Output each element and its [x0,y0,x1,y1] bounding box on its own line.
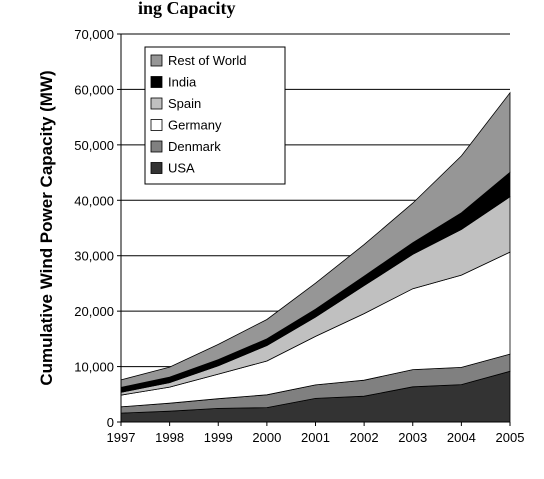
legend-label-usa: USA [168,161,195,176]
legend-swatch-spain [150,97,163,110]
area-rest-of-world [120,91,511,388]
legend-label-india: India [168,75,197,90]
y-tick-label-1: 10,000 [74,360,114,375]
legend-box [144,46,286,185]
legend-swatch-rest-of-world [150,54,163,67]
legend-swatch-germany [150,119,163,131]
y-tick-label-7: 70,000 [74,27,114,42]
x-tick-label-1999: 1999 [204,430,233,445]
x-tick-label-1998: 1998 [155,430,184,445]
x-tick-label-2003: 2003 [398,430,427,445]
y-tick-label-0: 0 [107,415,114,430]
x-tick-label-2002: 2002 [350,430,379,445]
x-tick-label-2005: 2005 [496,430,525,445]
x-tick-label-1997: 1997 [107,430,136,445]
legend-label-rest-of-world: Rest of World [168,53,247,68]
legend-swatch-denmark [150,140,163,153]
x-tick-label-2001: 2001 [301,430,330,445]
y-tick-label-4: 40,000 [74,193,114,208]
legend-label-denmark: Denmark [168,139,221,154]
legend-label-spain: Spain [168,96,201,111]
x-tick-label-2004: 2004 [447,430,476,445]
x-tick-label-2000: 2000 [252,430,281,445]
y-tick-label-6: 60,000 [74,82,114,97]
legend-label-germany: Germany [168,118,222,133]
legend-swatch-usa [150,162,163,174]
y-tick-label-3: 30,000 [74,249,114,264]
legend-swatch-india [150,76,163,88]
y-axis-label: Cumulative Wind Power Capacity (MW) [37,70,56,385]
y-tick-label-2: 20,000 [74,304,114,319]
y-tick-label-5: 50,000 [74,138,114,153]
header-text: ing Capacity [138,0,236,18]
